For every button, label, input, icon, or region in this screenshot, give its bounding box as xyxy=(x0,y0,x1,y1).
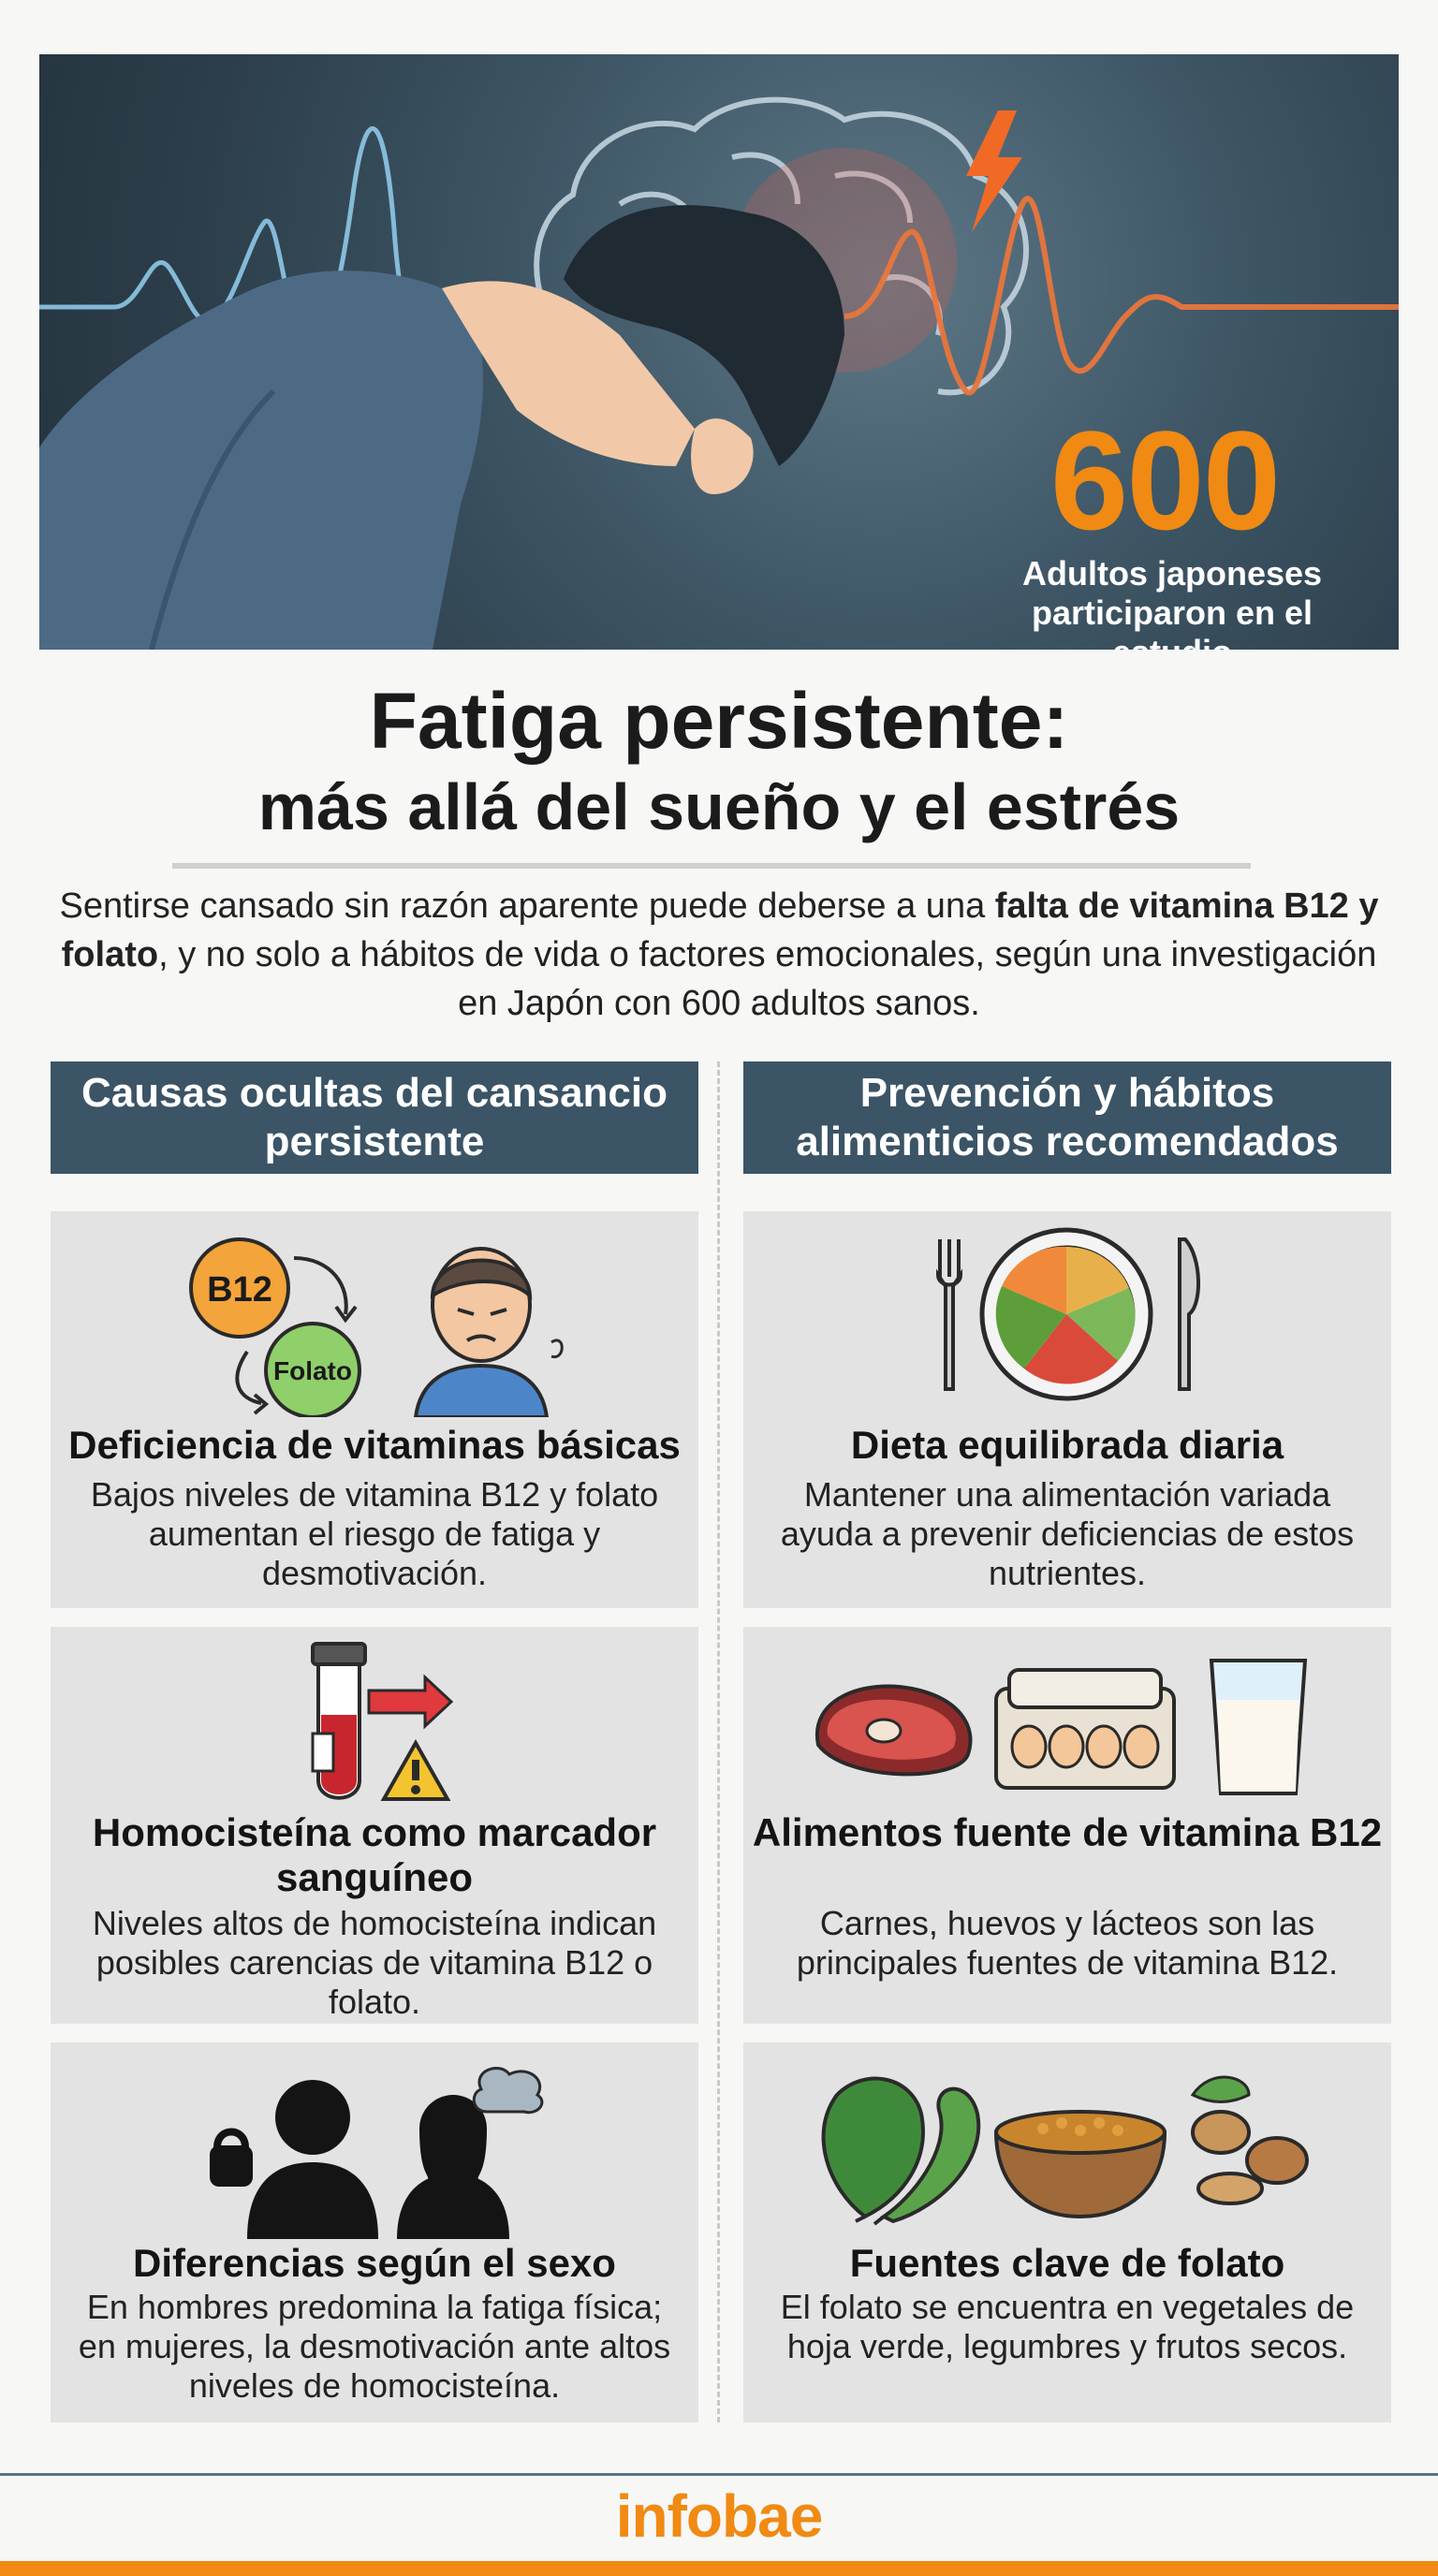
meat-eggs-milk-icon xyxy=(814,1659,1308,1795)
right-column-heading: Prevención y hábitos alimenticios recome… xyxy=(743,1061,1391,1174)
page-title: Fatiga persistente: xyxy=(369,677,1069,765)
greens-legumes-nuts-icon xyxy=(821,2075,1309,2226)
card-text: Bajos niveles de vitamina B12 y folato a… xyxy=(90,1475,659,1592)
column-divider xyxy=(717,1061,720,2422)
stat-number: 600 xyxy=(1049,402,1281,559)
page-subtitle: más allá del sueño y el estrés xyxy=(257,770,1181,843)
intro-text-bold: falta de vitamina B12 y folato xyxy=(61,886,1379,974)
card-title: Homocisteína como marcador sanguíneo xyxy=(92,1810,657,1899)
card-folate-sources: Fuentes clave de folato El folato se enc… xyxy=(743,2042,1391,2422)
card-title: Alimentos fuente de vitamina B12 xyxy=(752,1810,1383,1854)
footer-accent-bar xyxy=(0,2561,1438,2576)
intro-text-start: Sentirse cansado sin razón aparente pued… xyxy=(59,886,995,926)
card-title: Dieta equilibrada diaria xyxy=(850,1423,1284,1467)
card-balanced-diet: Dieta equilibrada diaria Mantener una al… xyxy=(743,1211,1391,1608)
card-text: Carnes, huevos y lácteos son las princip… xyxy=(796,1904,1339,1982)
title-underline xyxy=(172,863,1251,869)
card-title: Deficiencia de vitaminas básicas xyxy=(68,1423,681,1467)
card-text: El folato se encuentra en vegetales de h… xyxy=(780,2288,1355,2365)
lightning-icon xyxy=(966,110,1022,232)
card-vitamin-deficiency: B12 Folato Deficiencia de vitaminas bási… xyxy=(51,1211,698,1608)
intro-paragraph: Sentirse cansado sin razón aparente pued… xyxy=(56,882,1382,1028)
card-title: Fuentes clave de folato xyxy=(849,2241,1285,2285)
card-sex-differences: Diferencias según el sexo En hombres pre… xyxy=(51,2042,698,2422)
card-text: En hombres predomina la fatiga física; e… xyxy=(78,2288,671,2405)
brand-logo[interactable]: infobae xyxy=(615,2482,824,2550)
vitamin-b12-folate-icon: B12 Folato xyxy=(189,1237,564,1417)
card-text: Mantener una alimentación variada ayuda … xyxy=(780,1475,1355,1592)
card-title: Diferencias según el sexo xyxy=(133,2241,616,2285)
man-woman-silhouette-icon xyxy=(210,2066,544,2239)
stat-caption: Adultos japoneses participaron en el est… xyxy=(1021,554,1323,650)
hero-banner: 600 Adultos japoneses participaron en el… xyxy=(39,54,1399,650)
folato-badge: Folato xyxy=(273,1356,352,1385)
card-b12-foods: Alimentos fuente de vitamina B12 Carnes,… xyxy=(743,1627,1391,2024)
left-column-heading: Causas ocultas del cansancio persistente xyxy=(51,1061,698,1174)
card-homocysteine: Homocisteína como marcador sanguíneo Niv… xyxy=(51,1627,698,2024)
card-text: Niveles altos de homocisteína indican po… xyxy=(92,1904,657,2021)
tired-man-brain-illustration xyxy=(39,96,1399,650)
blood-test-warning-icon xyxy=(311,1642,454,1801)
footer-divider xyxy=(0,2473,1438,2476)
b12-badge: B12 xyxy=(207,1270,272,1310)
intro-text-end: , y no solo a hábitos de vida o factores… xyxy=(158,935,1377,1023)
plate-fork-knife-icon xyxy=(935,1227,1200,1401)
